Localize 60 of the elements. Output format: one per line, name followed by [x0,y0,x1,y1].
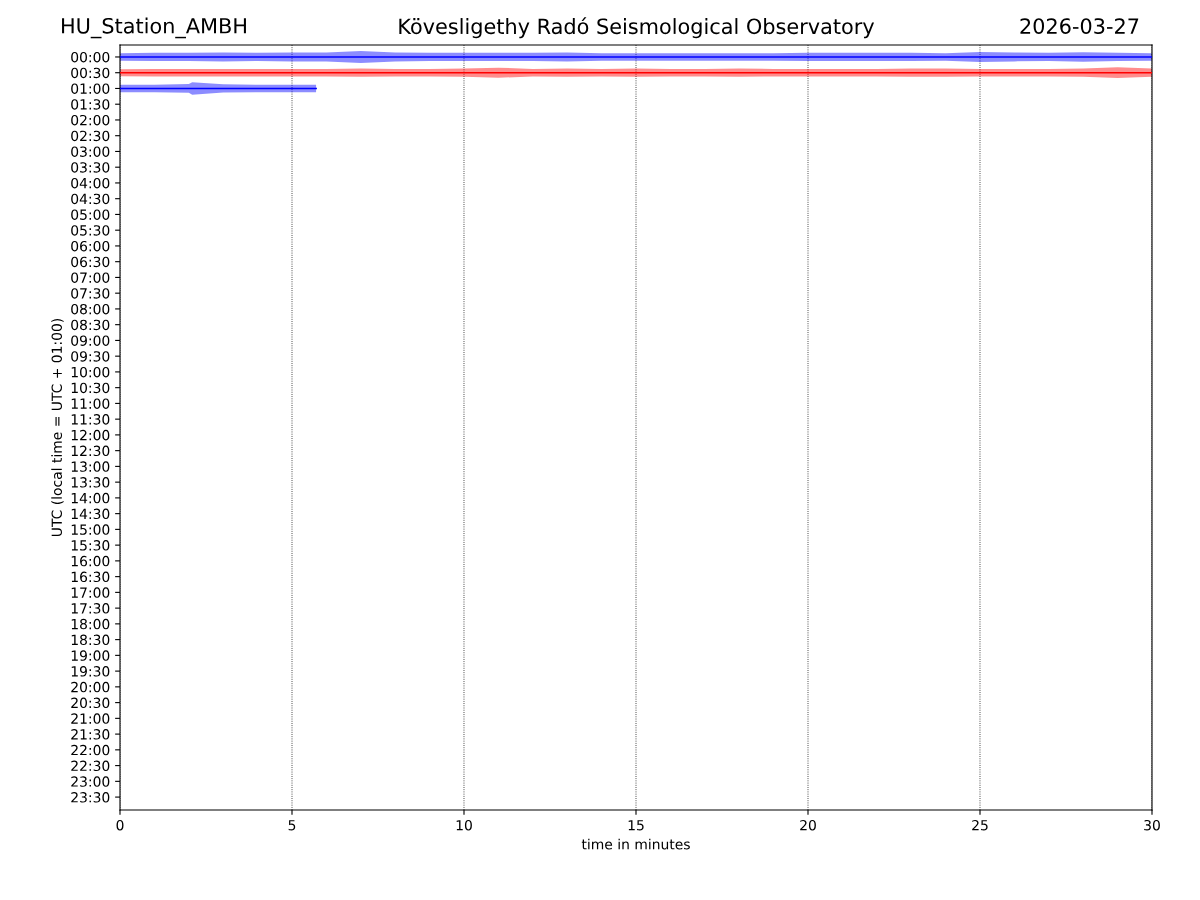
y-tick-label: 05:30 [71,225,110,236]
x-tick-label: 20 [800,819,816,831]
y-tick-label: 20:30 [71,697,110,709]
y-tick-label: 10:30 [71,382,110,394]
x-tick-label: 25 [972,819,988,831]
y-tick-label: 06:30 [71,256,110,268]
y-tick-label: 02:00 [71,114,110,126]
y-tick-label: 17:30 [71,603,110,614]
y-tick-label: 15:00 [71,524,110,535]
y-tick-label: 06:00 [71,240,110,252]
x-tick-label: 5 [288,820,296,831]
y-tick-label: 01:30 [71,99,110,110]
y-tick-label: 21:30 [71,729,110,740]
y-tick-label: 20:00 [71,681,110,693]
y-tick-label: 14:30 [71,508,110,520]
y-tick-label: 00:30 [71,67,110,79]
y-tick-label: 19:00 [71,650,110,661]
y-tick-label: 16:30 [71,571,110,583]
text: HU_Station_AMBH [62,17,246,39]
chart-title: Kövesligethy Radó Seismological Observatory [399,17,875,39]
y-tick-label: 12:30 [71,445,110,457]
y-tick-label: 04:30 [71,193,110,205]
y-tick-label: 13:30 [71,477,110,488]
y-tick-label: 23:00 [71,776,110,787]
y-tick-label: 07:30 [71,288,110,299]
y-tick-label: 12:00 [71,429,110,441]
y-tick-label: 01:00 [71,83,110,94]
y-tick-label: 23:30 [71,792,110,803]
x-tick-label: 0 [116,819,124,831]
x-axis-title: time in minutes [581,838,690,850]
x-tick-label: 30 [1144,819,1160,831]
text: 2026-03-27 [1020,18,1139,34]
y-tick-label: 10:00 [71,366,110,378]
x-tick-label: 10 [456,819,472,831]
y-tick-label: 22:00 [71,744,110,756]
y-tick-label: 11:00 [71,398,110,409]
y-tick-label: 09:30 [71,351,110,362]
y-tick-label: 03:00 [71,146,110,157]
y-tick-label: 18:30 [71,634,110,646]
y-tick-label: 04:00 [71,177,110,189]
y-tick-label: 07:00 [71,272,110,283]
y-tick-label: 05:00 [71,209,110,220]
y-tick-label: 09:00 [71,335,110,346]
y-tick-label: 11:30 [71,414,110,425]
y-tick-label: 22:30 [71,760,110,772]
y-tick-label: 08:00 [71,303,110,315]
y-axis-title: UTC (local time = UTC + 01:00) [51,318,64,537]
y-tick-label: 00:00 [71,51,110,63]
y-tick-label: 18:00 [71,618,110,630]
y-tick-label: 08:30 [71,319,110,331]
y-tick-label: 19:30 [71,666,110,677]
y-tick-label: 03:30 [71,162,110,173]
y-tick-label: 14:00 [71,492,110,504]
y-tick-label: 15:30 [71,540,110,551]
y-tick-label: 02:30 [71,130,110,142]
y-tick-label: 16:00 [71,555,110,567]
y-tick-label: 21:00 [71,713,110,724]
x-tick-label: 15 [628,820,644,831]
y-tick-label: 17:00 [71,587,110,598]
y-tick-label: 13:00 [71,461,110,472]
